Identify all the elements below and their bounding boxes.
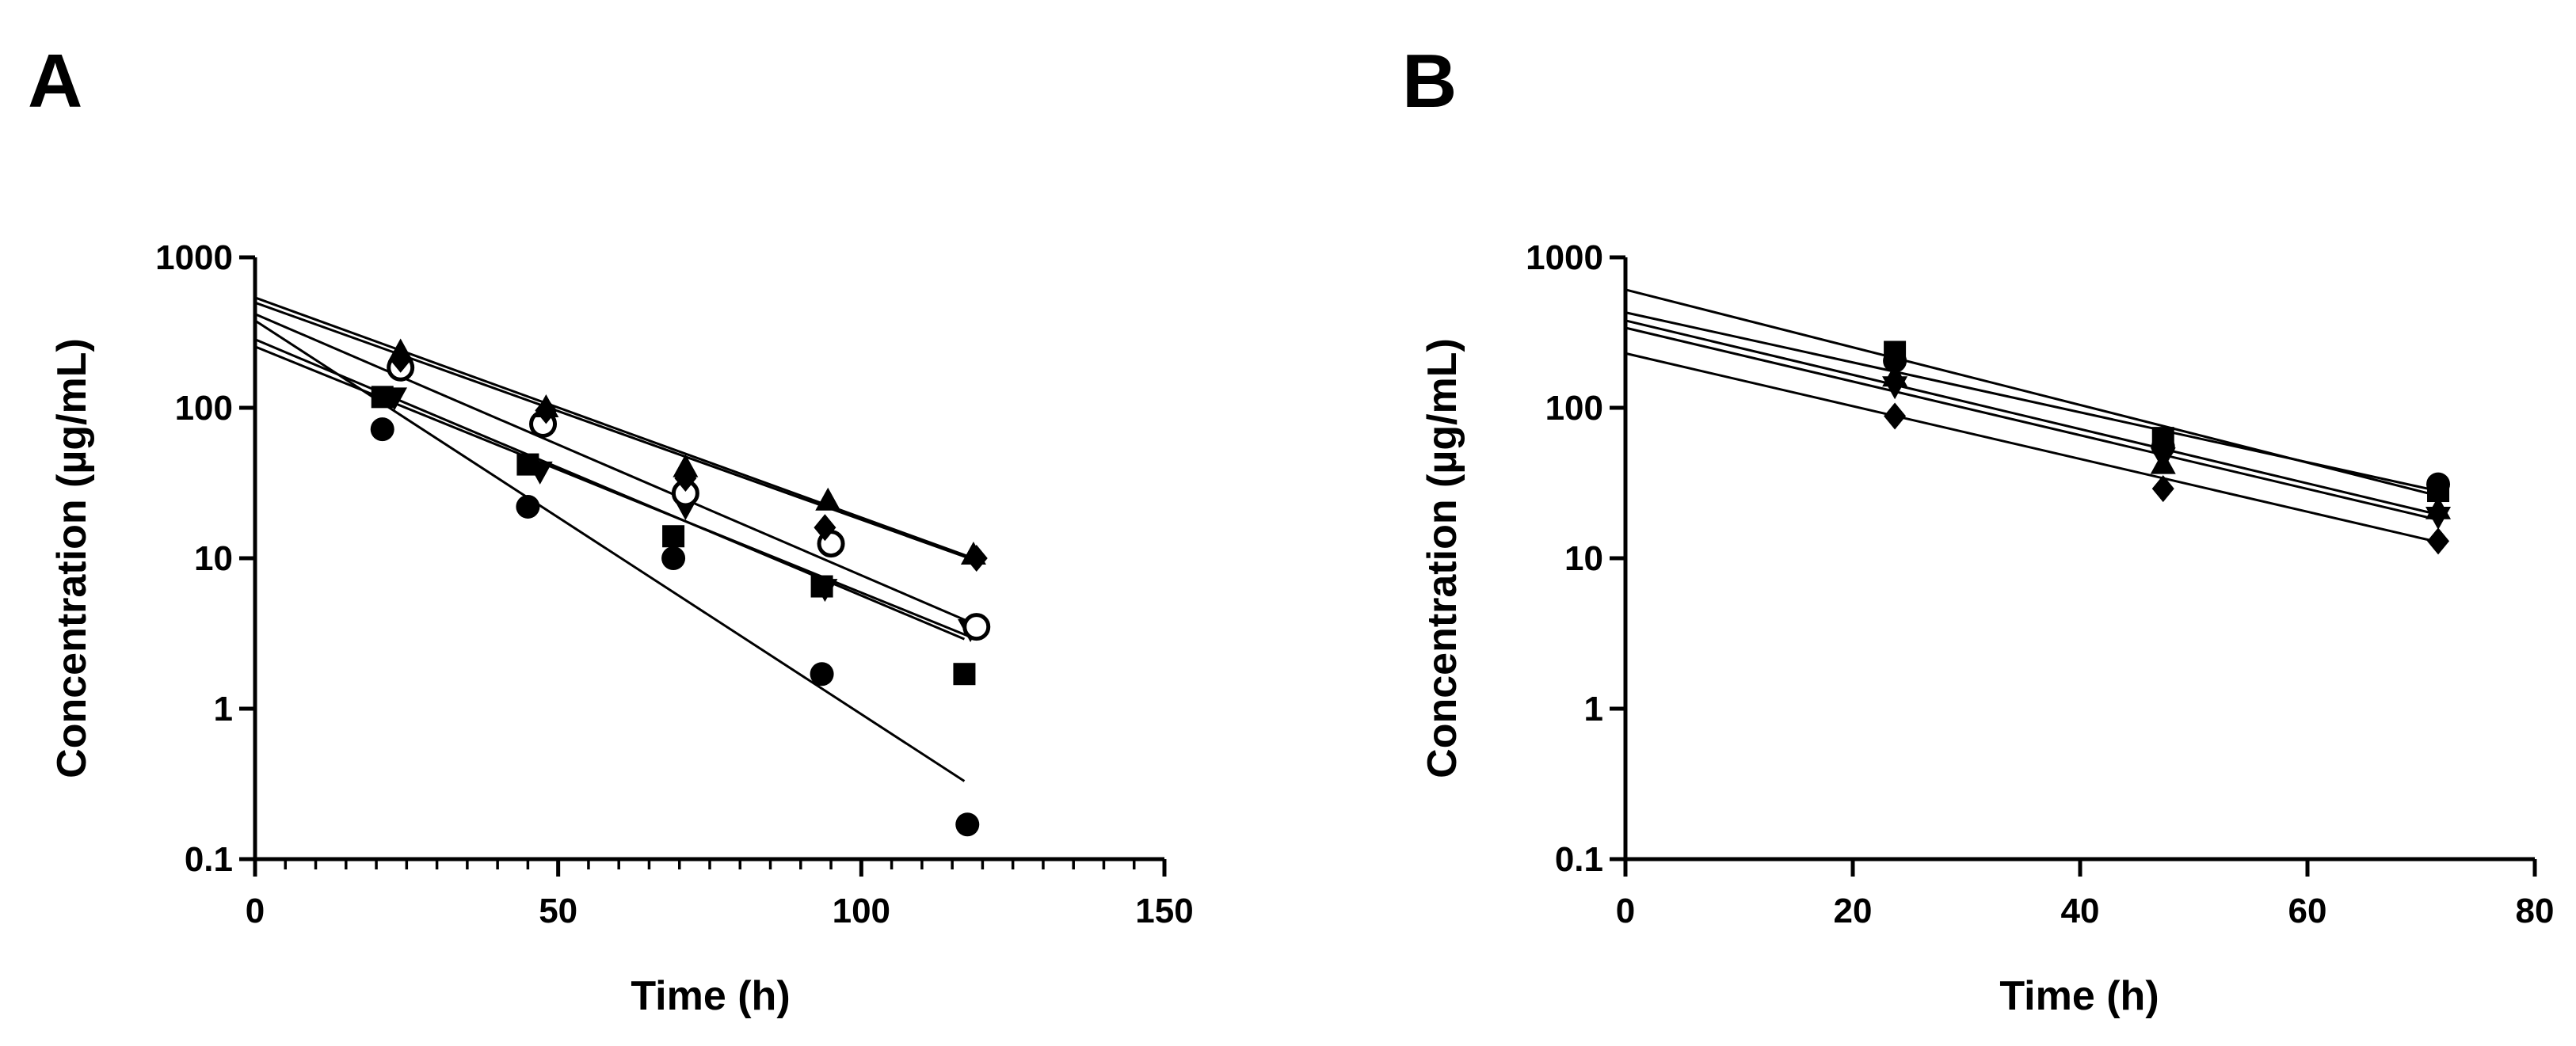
panel-b-y-tick-label: 10 <box>1564 539 1603 578</box>
panel-a-data-point <box>814 514 836 542</box>
panel-b-fit-lines <box>1625 288 2439 544</box>
panel-a-data-point <box>661 546 686 570</box>
panel-a-data-point <box>955 812 980 837</box>
panel-a-data-point <box>516 494 540 519</box>
panel-b-x-tick-label: 20 <box>1834 892 1873 930</box>
panel-a-data-point <box>674 465 697 493</box>
panel-a-data-point <box>535 397 558 424</box>
panel-a-fit-lines <box>254 296 977 782</box>
panel-b-fit-line <box>1625 326 2439 521</box>
panel-a-data-point <box>953 663 976 686</box>
panel-a-x-tick-label: 100 <box>833 892 890 930</box>
panel-b-y-tick-label: 1 <box>1584 690 1603 728</box>
panel-b-letter: B <box>1402 39 1457 124</box>
panel-a-y-tick-label: 1000 <box>155 238 233 277</box>
panel-a-letter: A <box>28 39 82 124</box>
panel-b-markers <box>1882 340 2452 555</box>
panel-b-data-point <box>1883 348 1907 373</box>
panel-b: B Time (h) Concentration (µg/mL) 0.1 1 10 1… <box>1402 39 2554 1019</box>
panel-b-data-point <box>1884 402 1907 430</box>
panel-a-x-tick-label: 50 <box>539 892 577 930</box>
panel-a-data-point <box>810 662 834 687</box>
panel-b-data-point <box>2427 527 2450 555</box>
panel-a-fit-line <box>254 345 971 638</box>
panel-a-x-tick-label: 150 <box>1135 892 1193 930</box>
panel-a-y-tick-label: 1 <box>214 690 233 728</box>
panel-a-y-tick-label: 100 <box>175 389 233 428</box>
panel-a-data-point <box>382 387 408 411</box>
panel-b-axes: 0.1 1 10 100 1000 0 20 40 60 80 <box>1526 238 2554 930</box>
panel-b-fit-line <box>1625 352 2439 544</box>
panel-b-x-tick-label: 60 <box>2288 892 2327 930</box>
panel-a-data-point <box>527 461 553 485</box>
panel-a-x-tick-label: 0 <box>246 892 265 930</box>
panel-a-y-tick-label: 10 <box>194 539 233 578</box>
panel-b-data-point <box>1882 363 1908 387</box>
panel-a-y-axis-title: Concentration (µg/mL) <box>49 338 95 778</box>
panel-b-y-tick-label: 1000 <box>1526 238 1603 277</box>
panel-a-data-point <box>370 417 394 442</box>
panel-a-x-axis-title: Time (h) <box>631 973 790 1019</box>
panel-b-x-tick-label: 0 <box>1616 892 1635 930</box>
panel-a-axes: 0.1 1 10 100 1000 0 50 100 150 <box>155 238 1194 930</box>
panel-b-y-tick-label: 100 <box>1545 389 1603 428</box>
panel-a-data-point <box>662 525 685 548</box>
panel-b-data-point <box>2425 496 2452 519</box>
panel-b-x-axis-title: Time (h) <box>1999 973 2159 1019</box>
panel-b-x-tick-label: 40 <box>2061 892 2100 930</box>
panel-b-y-axis-title: Concentration (µg/mL) <box>1419 338 1465 778</box>
panel-a-markers <box>370 338 991 837</box>
panel-b-y-tick-label: 0.1 <box>1555 840 1603 879</box>
panel-a-data-point <box>389 345 412 373</box>
panel-b-data-point <box>2151 475 2174 503</box>
panel-a-data-point <box>962 613 991 641</box>
panel-a-fit-line <box>254 301 977 562</box>
panel-a: A Time (h) Concentration (µg/mL) 0.1 1 10 1… <box>28 39 1194 1019</box>
panel-a-data-point <box>815 487 841 511</box>
panel-b-fit-line <box>1625 311 2439 493</box>
panel-a-y-tick-label: 0.1 <box>185 840 233 879</box>
panel-b-data-point <box>2150 451 2176 474</box>
panel-b-fit-line <box>1625 319 2439 516</box>
panel-a-fit-line <box>254 313 977 626</box>
panel-a-fit-line <box>254 296 974 560</box>
panel-a-fit-line <box>254 338 966 641</box>
panel-b-data-point <box>2426 472 2451 496</box>
panel-a-data-point <box>812 579 838 603</box>
panel-a-data-point <box>965 545 988 572</box>
panel-b-x-tick-label: 80 <box>2516 892 2555 930</box>
